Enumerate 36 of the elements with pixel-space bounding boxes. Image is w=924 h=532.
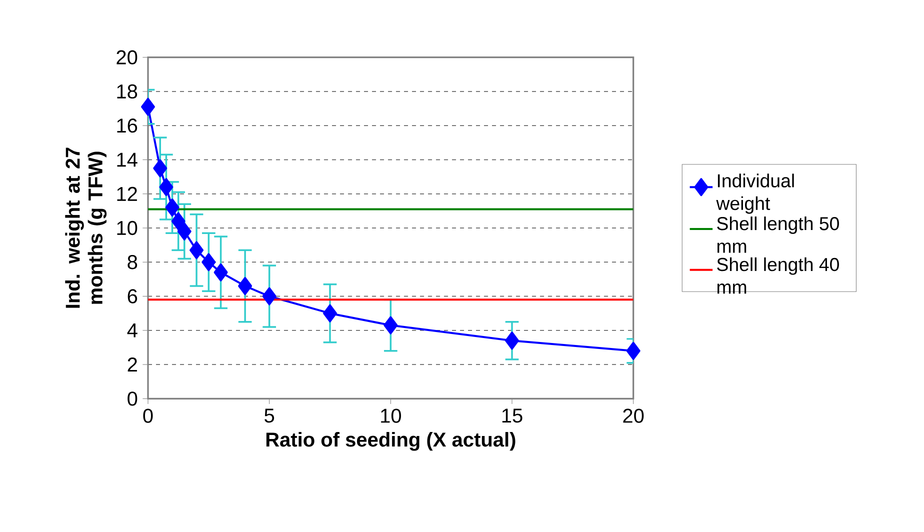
y-tick-label: 4: [127, 324, 138, 338]
point: [214, 263, 228, 282]
point: [141, 98, 155, 116]
y-tick-label: 10: [117, 220, 138, 236]
point: [190, 241, 204, 260]
point: [505, 332, 520, 350]
point: [238, 277, 252, 296]
y-tick-label: 6: [128, 289, 138, 304]
legend-label: Shell length 40 mm: [717, 257, 839, 294]
legend-label: Shell length 50 mm: [717, 216, 839, 253]
y-tick-label: 8: [128, 255, 138, 270]
y-tick-label: 14: [117, 152, 138, 167]
x-tick-label: 10: [381, 408, 401, 423]
point: [165, 198, 180, 217]
x-axis-title: Ratio of seeding (X actual): [266, 432, 516, 451]
y-tick-label: 12: [117, 186, 137, 201]
y-tick-label: 2: [128, 358, 137, 372]
point: [153, 159, 168, 178]
x-tick-label: 15: [502, 408, 522, 423]
point: [384, 316, 398, 334]
legend-label: Individual weight: [716, 174, 794, 214]
point: [159, 178, 174, 196]
point: [177, 222, 192, 240]
x-tick-label: 20: [623, 408, 644, 423]
x-tick-label: 0: [143, 408, 153, 423]
y-tick-label: 18: [117, 84, 138, 99]
point: [323, 304, 337, 322]
y-axis-title: Ind. weight at 27 months (g TFW): [65, 148, 107, 308]
point: [202, 253, 216, 272]
point: [262, 287, 276, 306]
y-tick-label: 0: [128, 392, 138, 406]
y-tick-label: 16: [117, 118, 138, 133]
point: [171, 212, 186, 230]
y-tick-label: 20: [116, 50, 138, 64]
x-tick-label: 5: [264, 408, 274, 423]
point: [626, 342, 640, 360]
